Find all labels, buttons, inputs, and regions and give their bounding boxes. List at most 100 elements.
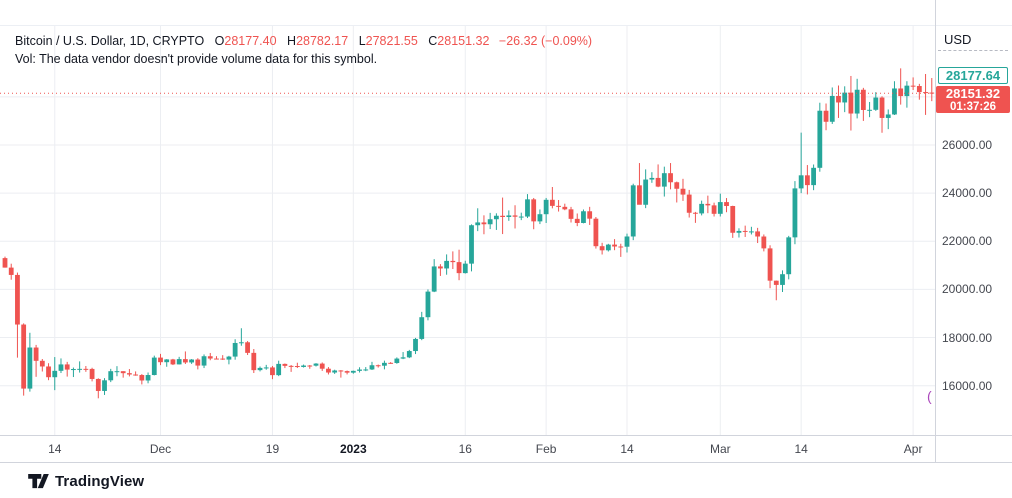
brand-text: TradingView bbox=[55, 472, 145, 490]
candle-2023-02-02 bbox=[549, 199, 555, 206]
candle-2022-12-13 bbox=[232, 342, 238, 357]
candle-2022-11-22 bbox=[102, 380, 107, 391]
candle-2022-12-04 bbox=[176, 359, 182, 365]
price-axis-label: 18000.00 bbox=[942, 330, 993, 345]
symbol-title[interactable]: Bitcoin / U.S. Dollar, 1D, CRYPTO bbox=[15, 34, 205, 48]
stray-glyph: ( bbox=[927, 388, 932, 404]
candle-2023-03-31 bbox=[904, 85, 910, 97]
candle-2023-03-03 bbox=[730, 206, 736, 233]
widget-top-border bbox=[0, 25, 1012, 26]
candle-2022-12-15 bbox=[245, 342, 250, 353]
candle-2022-12-28 bbox=[326, 368, 331, 373]
price-axis-label: 20000.00 bbox=[942, 282, 993, 297]
candle-2023-02-10 bbox=[599, 246, 605, 251]
candle-2023-02-16 bbox=[637, 185, 642, 205]
price-axis-label: 24000.00 bbox=[942, 186, 993, 201]
time-axis-label: 2023 bbox=[339, 442, 367, 456]
candle-2023-01-23 bbox=[487, 219, 493, 225]
candle-2022-12-19 bbox=[270, 367, 275, 376]
candle-2022-11-08 bbox=[15, 274, 20, 325]
candle-2022-12-18 bbox=[263, 367, 269, 369]
candle-2022-11-07 bbox=[8, 267, 14, 275]
axis-separator bbox=[938, 50, 1008, 51]
price-axis-border bbox=[935, 0, 936, 462]
ohlc-low-letter: L bbox=[358, 34, 366, 48]
candle-2023-01-05 bbox=[375, 365, 381, 367]
volume-note: Vol: The data vendor doesn't provide vol… bbox=[15, 52, 378, 66]
time-axis[interactable]: 14 Dec 19 2023 16 Feb 14 Mar 14 Apr bbox=[0, 436, 935, 462]
legend: Bitcoin / U.S. Dollar, 1D, CRYPTO O28177… bbox=[15, 34, 592, 67]
candle-2023-01-04 bbox=[369, 365, 375, 370]
candle-2023-02-12 bbox=[612, 244, 617, 247]
candle-2022-12-11 bbox=[220, 358, 226, 360]
candle-2023-03-10 bbox=[773, 280, 779, 285]
candle-2023-02-19 bbox=[655, 177, 661, 187]
candle-2022-12-27 bbox=[319, 363, 325, 369]
candle-2023-03-28 bbox=[885, 114, 891, 118]
chart-pane[interactable]: Bitcoin / U.S. Dollar, 1D, CRYPTO O28177… bbox=[0, 0, 935, 462]
time-axis-label: Dec bbox=[149, 442, 172, 456]
candle-2023-02-15 bbox=[630, 185, 636, 237]
candle-2023-01-22 bbox=[481, 222, 487, 225]
candle-2022-11-14 bbox=[52, 370, 58, 378]
candle-2023-03-17 bbox=[817, 110, 823, 168]
candle-2023-02-09 bbox=[593, 218, 599, 247]
ohlc-open-letter: O bbox=[214, 34, 225, 48]
candle-2022-12-25 bbox=[307, 365, 313, 367]
candle-2022-11-28 bbox=[139, 375, 145, 381]
time-axis-label: Apr bbox=[903, 442, 923, 456]
candle-2022-11-26 bbox=[127, 373, 132, 375]
candle-2023-02-26 bbox=[699, 203, 705, 214]
tradingview-link[interactable]: TradingView bbox=[28, 473, 144, 490]
candle-2023-02-14 bbox=[624, 236, 630, 247]
candle-2022-12-08 bbox=[201, 356, 207, 366]
ohlc-close-value: 28151.32 bbox=[437, 34, 490, 48]
prev-close-label: 28177.64 bbox=[938, 67, 1008, 84]
candle-2023-02-04 bbox=[562, 206, 568, 210]
candle-2023-03-12 bbox=[786, 237, 792, 275]
candle-2023-03-11 bbox=[780, 274, 785, 285]
price-axis[interactable]: USD 26000.00 24000.00 22000.00 20000.00 1800… bbox=[936, 0, 1012, 462]
candle-2023-03-24 bbox=[860, 89, 866, 110]
last-price-value: 28151.32 bbox=[945, 86, 1001, 101]
candle-2023-03-20 bbox=[836, 95, 841, 103]
candle-2023-04-03 bbox=[923, 92, 928, 94]
candle-2022-12-17 bbox=[257, 367, 263, 371]
candle-2022-12-06 bbox=[189, 359, 194, 363]
candle-2023-03-27 bbox=[879, 97, 885, 118]
candle-2022-11-24 bbox=[114, 371, 120, 373]
candlestick-chart[interactable] bbox=[0, 0, 935, 462]
candle-2022-12-20 bbox=[276, 363, 282, 376]
candle-2023-02-21 bbox=[668, 173, 673, 183]
legend-row[interactable]: Bitcoin / U.S. Dollar, 1D, CRYPTO O28177… bbox=[15, 34, 592, 49]
candle-2022-12-22 bbox=[288, 365, 294, 367]
candle-2023-02-20 bbox=[661, 173, 667, 187]
candle-2023-01-26 bbox=[506, 215, 512, 217]
candle-2022-11-15 bbox=[58, 364, 64, 371]
candle-2023-03-19 bbox=[829, 95, 835, 122]
candle-2022-12-24 bbox=[301, 365, 306, 367]
candle-2022-11-21 bbox=[95, 378, 101, 391]
candle-2022-11-18 bbox=[77, 368, 83, 370]
candle-2022-11-11 bbox=[33, 347, 39, 361]
candle-2022-11-12 bbox=[39, 360, 45, 367]
candle-2022-11-17 bbox=[71, 369, 76, 371]
candle-2022-12-05 bbox=[182, 359, 188, 363]
candle-2023-01-18 bbox=[456, 262, 462, 274]
candle-2023-01-02 bbox=[357, 369, 362, 371]
candle-2023-01-11 bbox=[413, 338, 418, 352]
candle-2022-11-13 bbox=[46, 366, 51, 378]
candle-2023-03-09 bbox=[767, 248, 773, 281]
candle-2023-03-05 bbox=[742, 230, 748, 232]
candle-2023-01-10 bbox=[406, 351, 412, 358]
candle-2023-02-27 bbox=[705, 203, 711, 206]
currency-label: USD bbox=[944, 32, 972, 47]
time-axis-label: 16 bbox=[458, 442, 472, 456]
candle-2022-11-10 bbox=[27, 347, 33, 389]
candle-2023-01-27 bbox=[512, 215, 518, 217]
candle-2023-01-30 bbox=[531, 199, 537, 222]
candle-2022-12-31 bbox=[344, 371, 350, 373]
ohlc-close-letter: C bbox=[428, 34, 438, 48]
candle-2023-03-23 bbox=[854, 89, 860, 114]
candle-2023-03-29 bbox=[892, 88, 897, 115]
